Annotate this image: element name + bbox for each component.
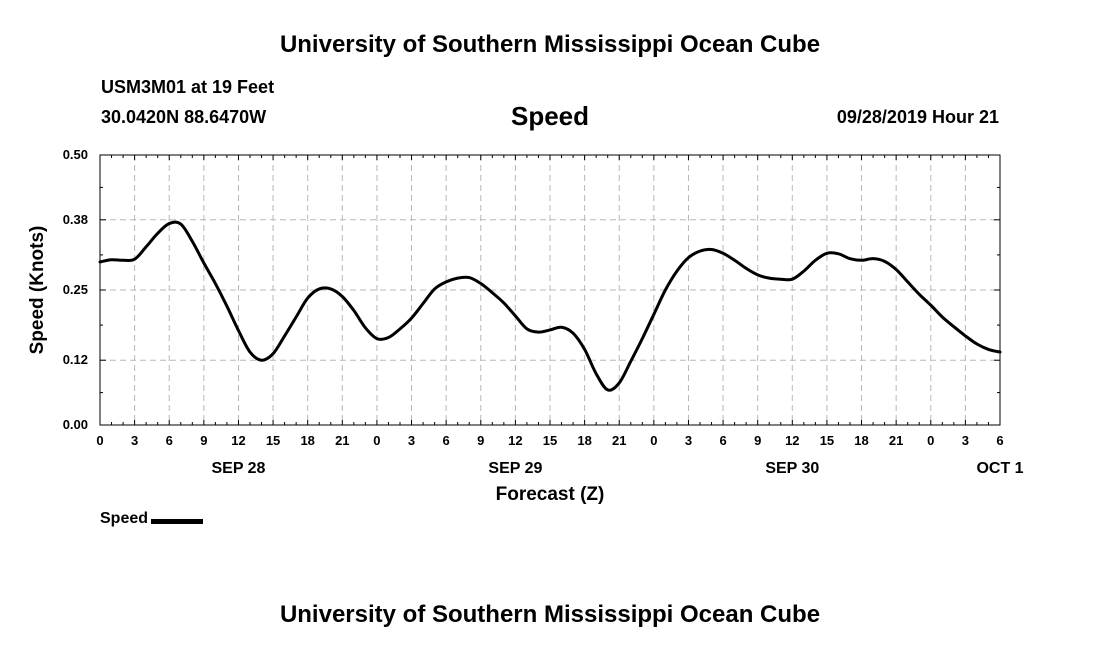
x-tick-label: 9 xyxy=(200,433,207,448)
date-label: OCT 1 xyxy=(976,460,1023,477)
x-tick-label: 0 xyxy=(373,433,380,448)
x-tick-label: 6 xyxy=(996,433,1003,448)
chart-title: University of Southern Mississippi Ocean… xyxy=(279,31,821,58)
x-tick-label: 15 xyxy=(266,433,280,448)
series-layer xyxy=(98,220,1002,392)
x-tick-label: 21 xyxy=(612,433,626,448)
x-tick-label: 18 xyxy=(577,433,591,448)
y-tick-label: 0.00 xyxy=(63,417,88,432)
x-tick-label: 9 xyxy=(477,433,484,448)
x-tick-label: 3 xyxy=(962,433,969,448)
x-tick-label: 21 xyxy=(889,433,903,448)
axes xyxy=(99,154,1001,426)
legend: Speed xyxy=(100,510,204,528)
x-tick-label: 3 xyxy=(408,433,415,448)
x-tick-label: 12 xyxy=(785,433,799,448)
date-label: SEP 28 xyxy=(211,460,265,477)
x-tick-label: 9 xyxy=(754,433,761,448)
x-tick-label: 0 xyxy=(927,433,934,448)
x-tick-label: 18 xyxy=(300,433,314,448)
y-tick-label: 0.38 xyxy=(63,212,88,227)
labels: 0.00 0.12 0.25 0.38 0.50 0 3 6 9 12 15 18 21 0 3 6 9 12 15… xyxy=(27,147,1024,505)
legend-line-swatch xyxy=(151,519,204,524)
issue-datetime: 09/28/2019 Hour 21 xyxy=(836,107,999,127)
x-tick-label: 3 xyxy=(685,433,692,448)
y-tick-label: 0.25 xyxy=(63,282,88,297)
x-tick-label: 12 xyxy=(231,433,245,448)
speed-series-line xyxy=(98,220,1002,392)
grid xyxy=(100,155,1000,425)
footer-title: University of Southern Mississippi Ocean… xyxy=(279,601,821,628)
y-tick-label: 0.50 xyxy=(63,147,88,162)
station-label: USM3M01 at 19 Feet xyxy=(101,77,275,97)
x-tick-label: 21 xyxy=(335,433,349,448)
x-tick-label: 15 xyxy=(820,433,834,448)
x-tick-label: 3 xyxy=(131,433,138,448)
parameter-title: Speed xyxy=(510,101,590,131)
y-tick-label: 0.12 xyxy=(63,352,88,367)
x-tick-label: 6 xyxy=(719,433,726,448)
x-tick-label: 6 xyxy=(443,433,450,448)
y-axis-title: Speed (Knots) xyxy=(27,226,48,355)
x-tick-label: 0 xyxy=(650,433,657,448)
legend-label: Speed xyxy=(100,510,149,527)
date-label: SEP 30 xyxy=(765,460,819,477)
x-tick-label: 6 xyxy=(166,433,173,448)
x-tick-label: 0 xyxy=(96,433,103,448)
date-label: SEP 29 xyxy=(488,460,542,477)
x-tick-label: 15 xyxy=(543,433,557,448)
x-tick-label: 12 xyxy=(508,433,522,448)
station-coordinates: 30.0420N 88.6470W xyxy=(101,107,267,127)
x-axis-title: Forecast (Z) xyxy=(496,484,605,505)
x-tick-label: 18 xyxy=(854,433,868,448)
